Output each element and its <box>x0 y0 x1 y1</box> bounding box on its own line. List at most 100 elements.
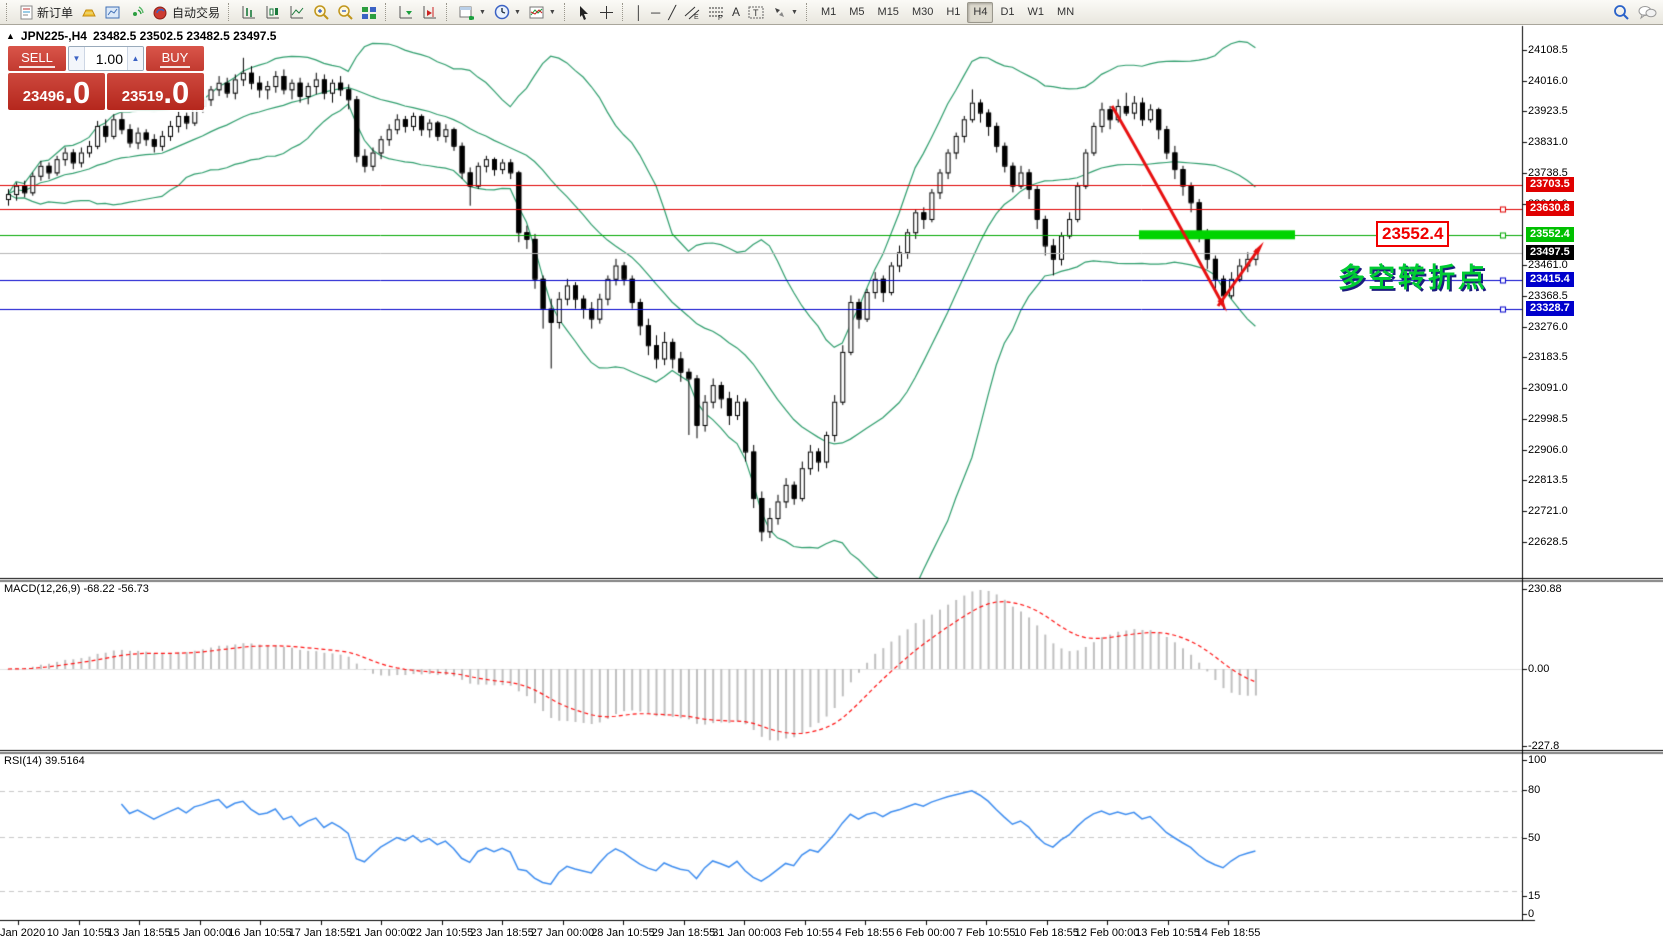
chevron-down-icon: ▼ <box>791 8 798 16</box>
search-button[interactable] <box>1609 1 1633 24</box>
time-tick-label: 3 Feb 10:55 <box>775 927 834 939</box>
macd-label: MACD(12,26,9) -68.22 -56.73 <box>4 583 149 595</box>
crosshair-button[interactable] <box>595 1 618 24</box>
time-tick-label: 6 Feb 00:00 <box>896 927 955 939</box>
price-tick-label: 22721.0 <box>1528 505 1568 518</box>
search-icon <box>1614 5 1629 20</box>
deposit-button[interactable] <box>77 1 101 24</box>
sell-button[interactable]: SELL <box>8 46 66 71</box>
chart-title: ▲ JPN225-,H4 23482.5 23502.5 23482.5 234… <box>6 29 276 43</box>
zoom-in-icon <box>314 5 329 20</box>
text-label-button[interactable]: T <box>744 1 768 24</box>
zoom-in-button[interactable] <box>309 1 333 24</box>
timeframe-button-m5[interactable]: M5 <box>849 6 865 18</box>
price-level-badge: 23415.4 <box>1526 272 1574 288</box>
terminal-button[interactable] <box>101 1 125 24</box>
chart-line-button[interactable] <box>285 1 309 24</box>
vertical-line-button[interactable]: │ <box>631 1 647 24</box>
new-order-button[interactable]: 新订单 <box>15 1 77 24</box>
fibonacci-button[interactable]: F <box>704 1 728 24</box>
crosshair-icon <box>599 5 613 19</box>
news-signal-button[interactable] <box>125 1 149 24</box>
buy-price-pips: .0 <box>163 75 190 110</box>
price-level-badge: 23328.7 <box>1526 301 1574 317</box>
chart-candles-button[interactable] <box>261 1 285 24</box>
time-tick-label: 22 Jan 10:55 <box>409 927 474 939</box>
tile-windows-button[interactable] <box>357 1 381 24</box>
text-icon: A <box>732 5 741 19</box>
timeframe-button-m1[interactable]: M1 <box>820 6 837 18</box>
new-chart-button[interactable]: ▼ <box>455 1 490 24</box>
price-tick-label: 22998.5 <box>1528 412 1568 425</box>
buy-price[interactable]: 23519.0 <box>107 73 204 110</box>
chart-bars-icon <box>242 5 256 18</box>
channel-button[interactable]: E <box>680 1 704 24</box>
signal-icon <box>133 5 144 16</box>
time-tick-label: 12 Feb 00:00 <box>1074 927 1140 939</box>
horizontal-line-button[interactable]: ─ <box>647 1 664 24</box>
zoom-out-button[interactable] <box>333 1 357 24</box>
volume-increase-button[interactable]: ▲ <box>127 47 143 70</box>
toolbar-grip <box>563 3 569 21</box>
new-order-label: 新订单 <box>37 5 74 20</box>
price-tick-label: 23461.0 <box>1528 259 1568 272</box>
price-tick-label: 23183.5 <box>1528 351 1568 364</box>
timeframe-button-m15[interactable]: M15 <box>877 6 899 18</box>
trendline-button[interactable]: ╱ <box>664 1 680 24</box>
price-level-badge: 23552.4 <box>1526 226 1574 242</box>
buy-label: BUY <box>159 50 191 68</box>
time-tick-label: 4 Feb 18:55 <box>835 927 895 939</box>
timeframe-button-h1[interactable]: H1 <box>946 6 961 18</box>
rsi-axis-label: 0 <box>1528 908 1535 920</box>
buy-button[interactable]: BUY <box>146 46 204 71</box>
time-tick-label: 31 Jan 00:00 <box>712 927 776 939</box>
time-tick-label: 28 Jan 10:55 <box>591 927 655 939</box>
chart-shift-button[interactable] <box>418 1 442 24</box>
arrows-button[interactable]: ▼ <box>768 1 802 24</box>
volume-input[interactable]: 1.00 <box>95 50 123 67</box>
time-tick-label: 10 Jan 10:55 <box>46 927 111 939</box>
time-tick-label: 14 Feb 18:55 <box>1195 927 1261 939</box>
trendline-icon: ╱ <box>668 4 677 20</box>
time-tick-label: 16 Jan 10:55 <box>228 927 292 939</box>
auto-scroll-button[interactable] <box>394 1 418 24</box>
time-tick-label: 10 Feb 18:55 <box>1014 927 1079 939</box>
auto-scroll-icon <box>399 5 413 18</box>
timeframe-button-m30[interactable]: M30 <box>911 6 934 18</box>
zoom-out-icon <box>338 5 353 20</box>
time-tick-label: 29 Jan 18:55 <box>651 927 716 939</box>
price-callout-box[interactable]: 23552.4 <box>1376 221 1450 247</box>
clock-icon <box>494 4 510 20</box>
indicators-button[interactable]: ▼ <box>525 1 560 24</box>
text-button[interactable]: A <box>728 1 744 24</box>
timeframe-button-w1[interactable]: W1 <box>1027 6 1045 18</box>
chart-candles-icon <box>266 5 280 18</box>
vertical-line-icon: │ <box>634 4 643 20</box>
one-click-trading-panel: SELL ▼ 1.00 ▲ BUY 23496.0 23519.0 <box>6 44 206 112</box>
equidistant-channel-icon: E <box>684 6 700 20</box>
time-tick-label: 15 Jan 00:00 <box>167 927 232 939</box>
sell-price[interactable]: 23496.0 <box>8 73 105 110</box>
indicators-icon <box>529 6 544 18</box>
annotation-note[interactable]: 多空转折点 <box>1338 263 1488 293</box>
macd-axis-label: 0.00 <box>1528 663 1550 675</box>
timeframe-button-h4[interactable]: H4 <box>967 1 994 23</box>
periods-button[interactable]: ▼ <box>490 1 525 24</box>
rsi-label: RSI(14) 39.5164 <box>4 755 85 767</box>
chart-bars-button[interactable] <box>237 1 261 24</box>
time-tick-label: 21 Jan 00:00 <box>349 927 413 939</box>
auto-trading-button[interactable]: 自动交易 <box>149 1 224 24</box>
chat-button[interactable] <box>1633 1 1661 24</box>
new-order-icon <box>20 5 33 19</box>
cursor-button[interactable] <box>573 1 595 24</box>
price-tick-label: 23738.5 <box>1528 166 1568 179</box>
timeframe-button-mn[interactable]: MN <box>1057 6 1075 18</box>
rsi-axis-label: 15 <box>1528 890 1541 902</box>
chevron-down-icon: ▼ <box>479 8 486 16</box>
volume-control: ▼ 1.00 ▲ <box>68 46 144 71</box>
timeframe-button-d1[interactable]: D1 <box>1000 6 1015 18</box>
volume-decrease-button[interactable]: ▼ <box>69 47 85 70</box>
time-tick-label: 13 Jan 18:55 <box>107 927 171 939</box>
